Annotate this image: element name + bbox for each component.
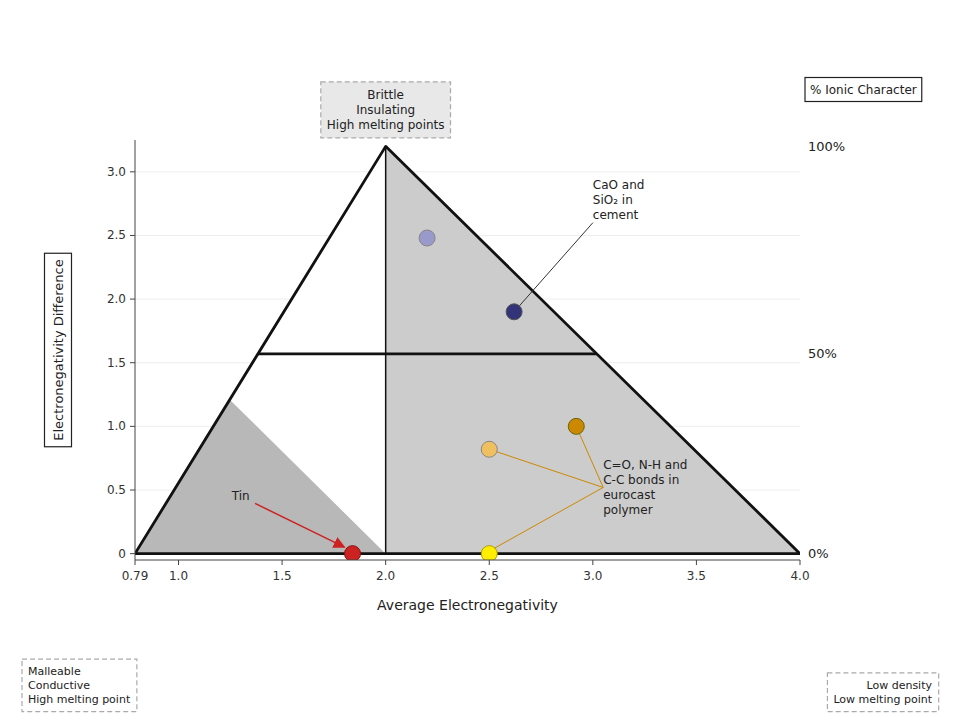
annotation-text-line: cement: [593, 208, 639, 222]
x-tick-label: 2.5: [480, 569, 499, 583]
annotation-text: CaO andSiO₂ incement: [593, 178, 645, 222]
point: [345, 546, 361, 560]
annotation-text-line: eurocast: [603, 488, 655, 502]
text-box: MalleableConductiveHigh melting point: [28, 665, 131, 706]
x-tick: [696, 560, 697, 565]
y-axis-label: Electronegativity Difference: [51, 259, 66, 441]
text-box-line: Insulating: [356, 103, 415, 117]
y-tick: [130, 299, 135, 300]
x-tick: [135, 560, 136, 565]
annotation-arrow: [255, 503, 344, 547]
ionic-scale-label: 50%: [808, 346, 837, 361]
text-box-line: High melting points: [327, 118, 445, 132]
text-box-line: Conductive: [28, 679, 90, 692]
y-tick: [130, 553, 135, 554]
boundary-line: [135, 146, 800, 553]
text-box-line: Low density: [867, 679, 933, 692]
point: [419, 230, 435, 246]
x-axis-label: Average Electronegativity: [377, 597, 558, 613]
annotation-line: [489, 449, 603, 487]
grid-line: [135, 171, 800, 172]
boundary-line: [385, 146, 387, 553]
point: [481, 441, 497, 457]
annotation-text-line: CaO and: [593, 178, 645, 192]
text-box-frame: [827, 673, 938, 712]
y-tick-label: 1.5: [107, 356, 126, 370]
y-tick-label: 2.0: [107, 292, 126, 306]
x-tick: [282, 560, 283, 565]
x-tick-label: 0.79: [122, 569, 149, 583]
x-axis-line: [135, 560, 800, 561]
text-box: BrittleInsulatingHigh melting points: [327, 88, 445, 132]
text-box-line: Brittle: [367, 88, 404, 102]
annotation-text: C=O, N-H andC-C bonds ineurocastpolymer: [603, 458, 687, 517]
text-box-line: Low melting point: [833, 693, 932, 706]
x-tick-label: 4.0: [790, 569, 809, 583]
annotation-line: [576, 426, 603, 487]
ionic-scale-label: 100%: [808, 139, 845, 154]
y-tick-label: 2.5: [107, 228, 126, 242]
y-axis-line: [135, 140, 136, 560]
background: [0, 0, 960, 720]
annotation-text-line: C-C bonds in: [603, 473, 679, 487]
y-tick: [130, 235, 135, 236]
x-tick-label: 1.0: [169, 569, 188, 583]
annotation-text-line: SiO₂ in: [593, 193, 633, 207]
point: [481, 546, 497, 560]
text-box-frame: [321, 82, 451, 138]
x-tick-label: 2.0: [376, 569, 395, 583]
annotation-text-line: C=O, N-H and: [603, 458, 687, 472]
annotation-text: Tin: [231, 489, 250, 503]
axes: 0.79 1.0 1.5 2.0 2.5 3.0 3.5 4.0 0 0.5 1.0 1.5 2.0 2.…: [107, 140, 810, 583]
x-tick: [178, 560, 179, 565]
ionic-scale-title-line: % Ionic Character: [810, 83, 917, 97]
y-tick-label: 1.0: [107, 419, 126, 433]
ionic-scale-title: % Ionic Character: [810, 83, 917, 97]
ionic-scale: 0% 50% 100%: [808, 139, 845, 561]
text-box-line: Malleable: [28, 665, 81, 678]
x-tick: [489, 560, 490, 565]
y-tick: [130, 171, 135, 172]
x-tick-label: 1.5: [273, 569, 292, 583]
x-tick: [592, 560, 593, 565]
text-box: Low densityLow melting point: [833, 679, 932, 706]
region: [135, 146, 800, 553]
x-tick-label: 3.5: [687, 569, 706, 583]
x-tick: [385, 560, 386, 565]
x-tick: [800, 560, 801, 565]
y-tick-label: 0: [118, 547, 126, 561]
boundary-line: [258, 352, 597, 355]
text-box-line: High melting point: [28, 693, 131, 706]
annotation-line: [514, 223, 593, 312]
region: [135, 400, 386, 554]
ionic-scale-title-box: [805, 78, 922, 102]
annotation-text-line: Tin: [231, 489, 250, 503]
y-axis-label-box: [45, 253, 72, 447]
y-tick-label: 0.5: [107, 483, 126, 497]
y-tick: [130, 362, 135, 363]
y-tick: [130, 426, 135, 427]
text-box-frame: [22, 659, 137, 712]
y-axis-label-group: Electronegativity Difference: [45, 253, 72, 447]
point: [506, 304, 522, 320]
x-tick-label: 3.0: [583, 569, 602, 583]
chart: 0.79 1.0 1.5 2.0 2.5 3.0 3.5 4.0 0 0.5 1.0 1.5 2.0 2.…: [0, 0, 960, 720]
point: [568, 418, 584, 434]
y-tick: [130, 490, 135, 491]
plot-area: [135, 146, 800, 560]
annotation-text-line: polymer: [603, 503, 652, 517]
ionic-scale-label: 0%: [808, 546, 829, 561]
annotation-line: [489, 487, 603, 551]
y-tick-label: 3.0: [107, 165, 126, 179]
